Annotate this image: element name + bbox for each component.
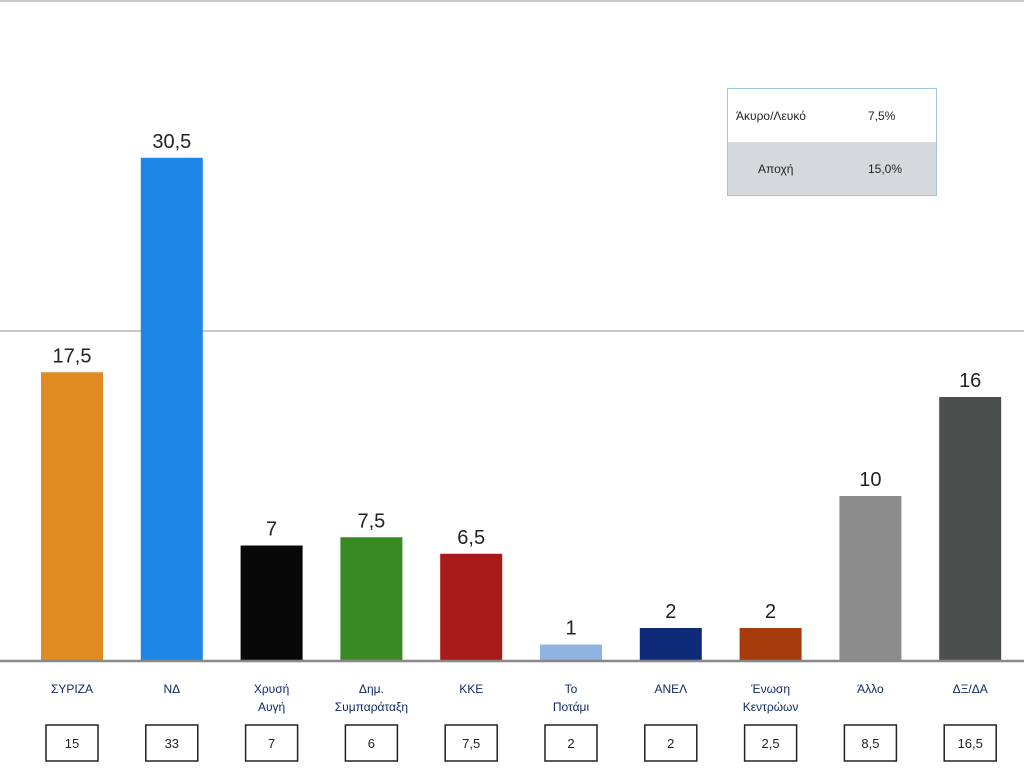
bar-0 [41, 372, 103, 661]
invalid-blank-value: 7,5% [868, 109, 896, 123]
previous-value-box-5 [544, 724, 598, 762]
bar-3 [340, 537, 403, 661]
bar-4 [440, 553, 503, 661]
bar-value-label-2: 7 [266, 519, 277, 541]
invalid-blank-row: Άκυρο/Λευκό 7,5% [728, 89, 936, 143]
bar-value-label-8: 10 [859, 469, 881, 491]
category-label-9: ΔΞ/ΔΑ [953, 682, 988, 696]
bar-9 [939, 397, 1002, 661]
previous-value-box-4 [444, 724, 498, 762]
bar-7 [739, 628, 802, 661]
previous-value-label-7: 2,5 [762, 736, 780, 751]
category-label-8: Άλλο [857, 682, 884, 696]
previous-value-box-2 [244, 724, 299, 762]
previous-value-label-0: 15 [65, 736, 79, 751]
bar-value-label-5: 1 [565, 618, 576, 640]
previous-value-box-6 [644, 724, 698, 762]
previous-value-box-7 [743, 724, 798, 762]
category-label-6: ΑΝΕΛ [654, 682, 687, 696]
bar-value-label-3: 7,5 [357, 510, 385, 532]
bar-2 [240, 545, 303, 661]
category-label-1: ΝΔ [163, 682, 180, 696]
abstention-label: Αποχή [758, 162, 794, 176]
bar-1 [140, 157, 203, 661]
bar-value-label-0: 17,5 [53, 345, 92, 367]
previous-value-label-3: 6 [368, 736, 375, 751]
previous-value-box-0 [45, 724, 99, 762]
category-label-2-line-1: Αυγή [258, 700, 285, 714]
invalid-blank-label: Άκυρο/Λευκό [736, 109, 806, 123]
previous-value-label-5: 2 [567, 736, 574, 751]
bar-value-label-4: 6,5 [457, 527, 485, 549]
category-label-7-line-1: Κεντρώων [743, 700, 799, 714]
category-label-2-line-0: Χρυσή [254, 682, 289, 696]
bar-8 [839, 496, 902, 661]
previous-value-label-6: 2 [667, 736, 674, 751]
category-label-3-line-0: Δημ. [359, 682, 384, 696]
previous-value-label-9: 16,5 [958, 736, 983, 751]
abstention-value: 15,0% [868, 162, 903, 176]
previous-value-box-8 [843, 724, 898, 762]
previous-value-label-4: 7,5 [462, 736, 480, 751]
category-label-0: ΣΥΡΙΖΑ [51, 682, 93, 696]
previous-value-label-1: 33 [165, 736, 179, 751]
category-label-4: ΚΚΕ [459, 682, 483, 696]
category-label-5-line-0: Το [565, 682, 578, 696]
previous-value-box-9 [943, 724, 997, 762]
category-label-5-line-1: Ποτάμι [553, 700, 590, 714]
previous-value-box-3 [344, 724, 399, 762]
category-label-3-line-1: Συμπαράταξη [335, 700, 408, 714]
bar-value-label-7: 2 [765, 601, 776, 623]
bar-value-label-9: 16 [959, 370, 981, 392]
bar-5 [540, 644, 602, 661]
bar-value-label-1: 30,5 [152, 131, 191, 153]
category-label-7-line-0: Ένωση [750, 682, 790, 696]
previous-value-box-1 [145, 724, 199, 762]
bar-6 [639, 628, 702, 661]
previous-value-label-2: 7 [268, 736, 275, 751]
abstention-row: Αποχή 15,0% [728, 142, 936, 195]
abstention-box: Άκυρο/Λευκό 7,5% Αποχή 15,0% [727, 88, 937, 196]
bar-value-label-6: 2 [665, 601, 676, 623]
previous-value-label-8: 8,5 [861, 736, 879, 751]
